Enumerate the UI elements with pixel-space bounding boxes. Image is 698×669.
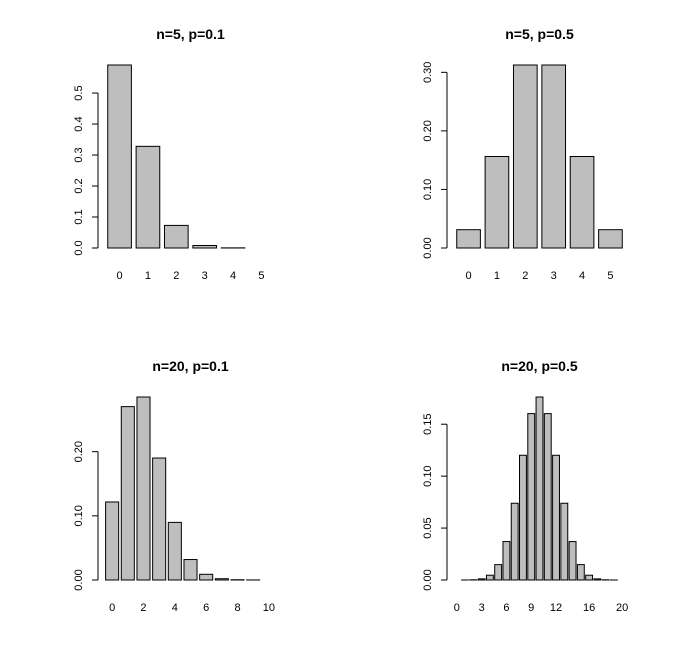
panel-title: n=20, p=0.5 [501, 358, 577, 374]
x-tick-label: 2 [522, 270, 528, 282]
bar-11 [544, 414, 551, 580]
bar-5 [184, 560, 197, 580]
x-tick-label: 5 [258, 270, 264, 282]
y-tick-label: 0.20 [73, 441, 85, 462]
bar-3 [193, 245, 217, 248]
y-tick-label: 0.5 [73, 85, 85, 100]
panel-title: n=20, p=0.1 [152, 358, 228, 374]
y-tick-label: 0.00 [422, 569, 434, 590]
bar-1 [136, 146, 160, 248]
bar-1 [121, 407, 134, 580]
bar-2 [137, 397, 150, 580]
y-tick-label: 0.2 [73, 178, 85, 193]
panel-title: n=5, p=0.5 [505, 26, 574, 42]
panel-n20-p05: n=20, p=0.5 0.00 0.05 0.10 0.15 0 3 6 9 12 16 20 [422, 358, 628, 614]
bar-4 [570, 157, 594, 249]
x-tick-label: 8 [234, 602, 240, 614]
x-tick-label: 12 [550, 602, 562, 614]
x-tick-label: 1 [145, 270, 151, 282]
x-tick-label: 2 [140, 602, 146, 614]
bar-7 [511, 503, 518, 580]
bar-8 [520, 455, 527, 580]
x-tick-label: 4 [579, 270, 585, 282]
panel-n5-p01: n=5, p=0.1 0.0 0.1 0.2 0.3 0.4 0.5 0 1 2 3 4 5 [73, 26, 265, 282]
y-tick-label: 0.1 [73, 209, 85, 224]
x-tick-label: 6 [503, 602, 509, 614]
bar-13 [561, 503, 568, 580]
y-tick-label: 0.30 [422, 62, 434, 83]
x-tick-label: 20 [616, 602, 628, 614]
bar-16 [586, 575, 593, 580]
bar-5 [495, 565, 502, 580]
y-tick-label: 0.15 [422, 414, 434, 435]
bar-15 [577, 565, 584, 580]
x-tick-label: 2 [173, 270, 179, 282]
y-tick-label: 0.00 [73, 569, 85, 590]
bar-6 [503, 542, 510, 580]
y-tick-label: 0.10 [422, 465, 434, 486]
x-tick-label: 3 [202, 270, 208, 282]
bar-3 [542, 65, 566, 248]
x-tick-label: 1 [494, 270, 500, 282]
bar-1 [485, 157, 509, 249]
bar-2 [164, 225, 188, 248]
y-tick-label: 0.05 [422, 517, 434, 538]
bar-10 [536, 397, 543, 580]
bar-17 [594, 579, 601, 580]
bar-6 [200, 574, 213, 580]
x-tick-label: 3 [551, 270, 557, 282]
panel-n5-p05: n=5, p=0.5 0.00 0.10 0.20 0.30 0 1 2 3 4 5 [422, 26, 622, 282]
bar-3 [478, 579, 485, 580]
x-tick-label: 9 [528, 602, 534, 614]
bar-0 [106, 502, 119, 580]
bar-3 [153, 458, 166, 580]
panel-title: n=5, p=0.1 [156, 26, 225, 42]
y-tick-label: 0.00 [422, 237, 434, 258]
x-tick-label: 0 [116, 270, 122, 282]
x-tick-label: 0 [109, 602, 115, 614]
x-tick-label: 16 [583, 602, 595, 614]
y-tick-label: 0.3 [73, 147, 85, 162]
bar-9 [528, 414, 535, 580]
bar-7 [215, 579, 228, 580]
y-tick-label: 0.4 [73, 116, 85, 131]
x-tick-label: 3 [479, 602, 485, 614]
y-tick-label: 0.10 [422, 179, 434, 200]
x-tick-label: 6 [203, 602, 209, 614]
y-tick-label: 0.10 [73, 505, 85, 526]
x-tick-label: 4 [230, 270, 236, 282]
bar-12 [553, 455, 560, 580]
bar-0 [108, 65, 132, 248]
bar-2 [513, 65, 537, 248]
x-tick-label: 4 [172, 602, 178, 614]
x-tick-label: 0 [454, 602, 460, 614]
bar-14 [569, 542, 576, 580]
bar-0 [457, 230, 481, 248]
bar-5 [599, 230, 623, 248]
x-tick-label: 5 [607, 270, 613, 282]
bar-4 [168, 522, 181, 580]
bar-4 [486, 575, 493, 580]
panel-n20-p01: n=20, p=0.1 0.00 0.10 0.20 0 2 4 6 8 10 [73, 358, 275, 614]
y-tick-label: 0.0 [73, 240, 85, 255]
x-tick-label: 10 [263, 602, 275, 614]
y-tick-label: 0.20 [422, 120, 434, 141]
x-tick-label: 0 [465, 270, 471, 282]
